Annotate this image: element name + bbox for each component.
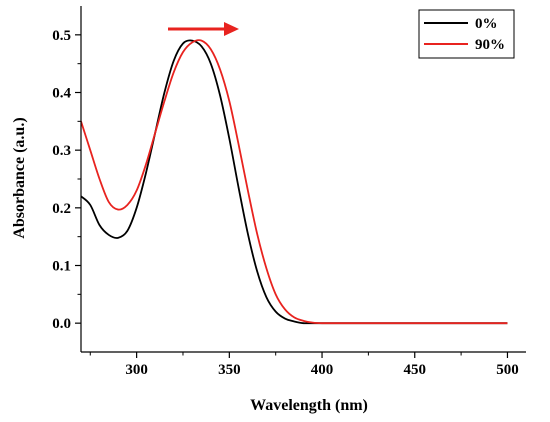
legend-box [418,9,515,59]
x-axis-label: Wavelength (nm) [250,397,368,414]
x-tick-label-3: 450 [404,362,427,378]
shift-arrow-head [224,22,239,36]
legend: 0% 90% [418,9,515,59]
y-axis-label: Absorbance (a.u.) [11,117,28,238]
y-tick-label-3: 0.3 [52,143,71,159]
series-line-0 [81,39,508,325]
tick-labels: 300 350 400 450 500 0.0 0.1 0.2 0.3 0.4 0.5 [52,28,518,378]
x-tick-label-2: 400 [311,362,334,378]
y-tick-label-1: 0.1 [52,259,71,275]
data-curves [81,39,508,325]
x-tick-label-1: 350 [218,362,241,378]
legend-label-1: 90% [475,37,505,53]
x-tick-label-0: 300 [125,362,148,378]
y-tick-label-4: 0.4 [52,86,71,102]
legend-label-0: 0% [475,16,498,32]
x-tick-label-4: 500 [496,362,519,378]
series-line-1 [81,39,508,325]
y-tick-label-2: 0.2 [52,201,71,217]
y-tick-label-5: 0.5 [52,28,71,44]
shift-arrow-annotation [168,22,239,36]
tick-marks [75,34,509,358]
y-tick-label-0: 0.0 [52,316,71,332]
